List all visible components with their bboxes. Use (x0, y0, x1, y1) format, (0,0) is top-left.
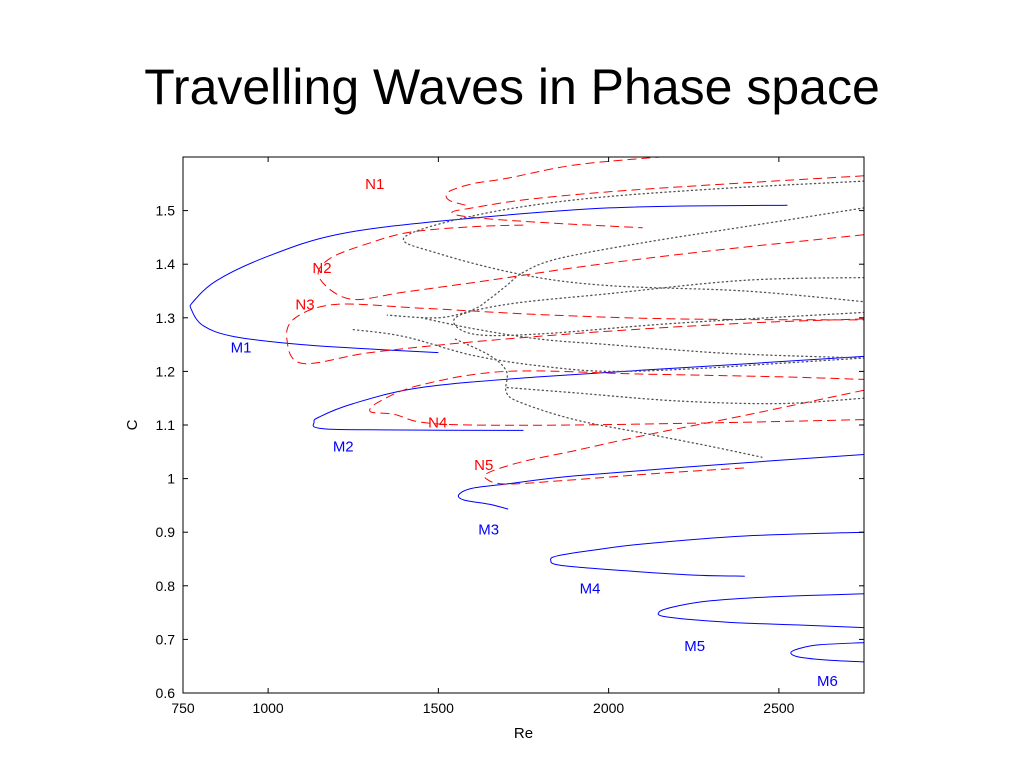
series-n3 (286, 303, 864, 365)
series-label-n5: N5 (474, 457, 493, 474)
series-n1-upper (445, 157, 660, 206)
y-tick-label: 1.5 (156, 203, 176, 219)
series-label-m2: M2 (333, 438, 354, 455)
series-n5 (483, 389, 864, 485)
series-dotted-5 (420, 317, 864, 359)
series-m6 (790, 642, 864, 663)
y-tick-label: 0.8 (156, 578, 176, 594)
series-m4 (550, 531, 864, 577)
y-tick-label: 0.6 (156, 685, 176, 701)
series-label-m3: M3 (478, 522, 499, 539)
tick-layer: 750 1000 1500 2000 2500 0.6 0.7 0.8 0.9 1 1.1 1.2 1.… (156, 157, 864, 716)
slide-title: Travelling Waves in Phase space (144, 59, 880, 115)
series-dotted-4 (454, 338, 763, 458)
y-tick-label: 1.4 (156, 256, 176, 272)
x-tick-label: 2000 (593, 700, 624, 716)
series-layer (189, 157, 864, 663)
y-tick-label: 1.2 (156, 363, 176, 379)
series-dotted-3 (352, 328, 864, 373)
series-label-n2: N2 (312, 260, 331, 277)
series-label-m4: M4 (580, 580, 601, 597)
series-m1 (189, 204, 788, 354)
y-tick-label: 1.1 (156, 417, 176, 433)
series-label-n3: N3 (295, 296, 314, 313)
series-dotted-2 (386, 207, 864, 319)
series-m2 (312, 355, 864, 431)
series-dotted-6 (453, 276, 864, 337)
series-dotted-7 (505, 386, 864, 405)
series-n4 (369, 370, 864, 426)
series-label-m5: M5 (684, 638, 705, 655)
series-dotted-1 (402, 180, 864, 303)
y-tick-label: 1 (167, 471, 175, 487)
x-tick-label: 750 (171, 700, 195, 716)
series-label-m6: M6 (817, 673, 838, 690)
y-tick-label: 0.7 (156, 631, 176, 647)
x-tick-label: 1000 (253, 700, 284, 716)
series-label-m1: M1 (231, 339, 252, 356)
y-tick-label: 1.3 (156, 310, 176, 326)
series-n2 (317, 224, 864, 301)
series-m5 (657, 593, 864, 629)
series-label-n4: N4 (428, 414, 447, 431)
y-tick-label: 0.9 (156, 524, 176, 540)
x-tick-label: 2500 (763, 700, 794, 716)
x-axis-label: Re (514, 725, 533, 742)
series-n1 (451, 175, 864, 229)
curve-label-layer: M1 M2 M3 M4 M5 M6 N1 N2 N3 N4 N5 (231, 176, 838, 690)
x-tick-label: 1500 (423, 700, 454, 716)
series-label-n1: N1 (365, 176, 384, 193)
y-axis-label: C (124, 419, 141, 430)
series-m3 (457, 454, 864, 510)
